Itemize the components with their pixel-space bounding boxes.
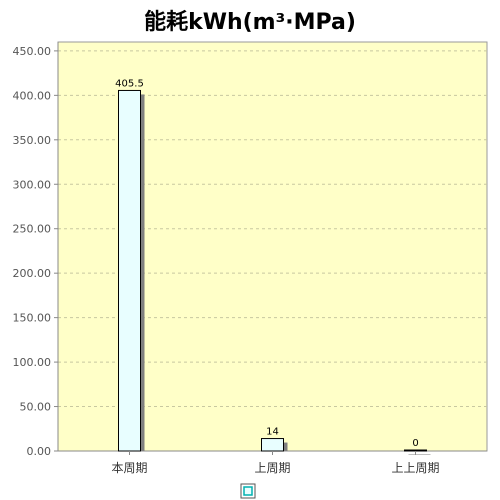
bar bbox=[404, 449, 427, 452]
y-tick-label: 200.00 bbox=[13, 267, 52, 280]
data-label: 405.5 bbox=[115, 78, 144, 89]
y-tick-label: 300.00 bbox=[13, 178, 52, 191]
chart-title: 能耗kWh(m³·MPa) bbox=[144, 10, 356, 35]
y-tick-label: 0.00 bbox=[27, 445, 52, 458]
legend-swatch bbox=[243, 486, 253, 496]
x-tick-label: 本周期 bbox=[111, 461, 147, 475]
data-label: 0 bbox=[412, 438, 418, 449]
bar-shadow bbox=[408, 454, 431, 455]
data-label: 14 bbox=[266, 427, 279, 438]
y-tick-label: 250.00 bbox=[13, 223, 52, 236]
bar bbox=[118, 89, 141, 452]
y-tick-label: 50.00 bbox=[20, 401, 52, 414]
y-tick-label: 400.00 bbox=[13, 89, 52, 102]
y-tick-label: 450.00 bbox=[13, 45, 52, 58]
bar bbox=[261, 438, 284, 452]
x-tick-label: 上上周期 bbox=[391, 461, 439, 475]
y-tick-label: 350.00 bbox=[13, 134, 52, 147]
y-tick-label: 100.00 bbox=[13, 356, 52, 369]
x-tick-label: 上周期 bbox=[254, 461, 290, 475]
y-tick-label: 150.00 bbox=[13, 312, 52, 325]
